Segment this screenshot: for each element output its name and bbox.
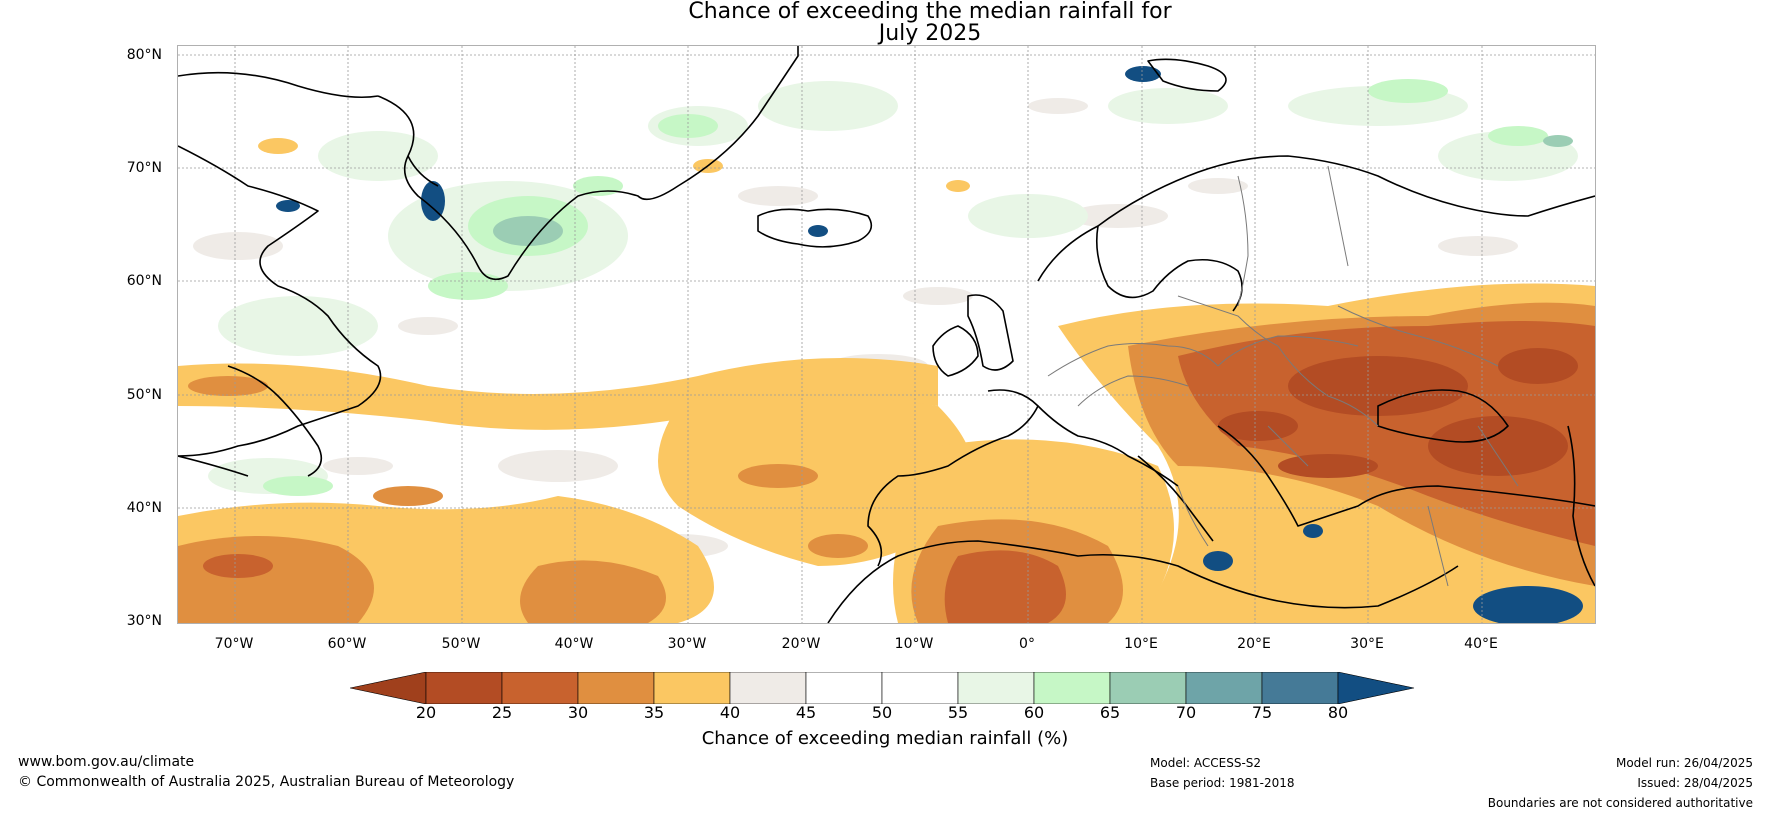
colorbar-tick-25: 25 [491,703,513,722]
colorbar-swatch-25-30 [501,672,579,704]
band-above-80-patches [276,66,1583,623]
colorbar-label: Chance of exceeding median rainfall (%) [701,728,1069,749]
colorbar-tick-60: 60 [1023,703,1045,722]
colorbar-swatch-60-65 [1033,672,1111,704]
lon-label-40w: 40°W [554,636,594,652]
colorbar-tick-50: 50 [871,703,893,722]
lon-label-20e: 20°E [1237,636,1271,652]
colorbar-tick-20: 20 [415,703,437,722]
rainfall-outlook-map [177,45,1596,624]
lon-label-20w: 20°W [781,636,821,652]
colorbar-swatch-45-50 [805,672,883,704]
colorbar-tick-70: 70 [1175,703,1197,722]
colorbar-tick-30: 30 [567,703,589,722]
coastlines [178,46,1595,623]
model-name: Model: ACCESS-S2 [1150,756,1262,770]
lon-label-30w: 30°W [667,636,707,652]
colorbar-tick-65: 65 [1099,703,1121,722]
lon-label-30e: 30°E [1350,636,1384,652]
lon-label-10e: 10°E [1124,636,1158,652]
colorbar-swatch-40-45 [729,672,807,704]
lat-label-30n: 30°N [126,613,162,629]
graticule [178,46,1595,623]
band-20-25-patches [1218,348,1578,478]
model-run-date: Model run: 26/04/2025 [1615,756,1753,770]
lat-label-60n: 60°N [126,273,162,289]
website-link[interactable]: www.bom.gov.au/climate [18,754,195,770]
colorbar-tick-55: 55 [947,703,969,722]
map-canvas [178,46,1595,623]
lon-label-50w: 50°W [441,636,481,652]
lon-label-10w: 10°W [894,636,934,652]
base-period: Base period: 1981-2018 [1150,776,1295,790]
colorbar-swatch-30-35 [577,672,655,704]
colorbar-extend-low [350,672,427,704]
boundaries-note: Boundaries are not considered authoritat… [1487,796,1753,810]
colorbar-swatch-55-60 [957,672,1035,704]
issued-date: Issued: 28/04/2025 [1637,776,1753,790]
lon-label-60w: 60°W [327,636,367,652]
colorbar-swatch-50-55 [881,672,959,704]
lon-label-0: 0° [1019,636,1035,652]
lon-label-40e: 40°E [1464,636,1498,652]
lon-label-70w: 70°W [214,636,254,652]
colorbar [350,672,1415,704]
copyright-text: © Commonwealth of Australia 2025, Austra… [18,774,515,790]
colorbar-extend-high [1337,672,1415,704]
colorbar-swatch-70-75 [1185,672,1263,704]
colorbar-tick-45: 45 [795,703,817,722]
country-borders [1047,165,1519,587]
colorbar-swatch-35-40 [653,672,731,704]
lat-label-70n: 70°N [126,160,162,176]
colorbar-swatch-65-70 [1109,672,1187,704]
colorbar-tick-35: 35 [643,703,665,722]
map-title-line1: Chance of exceeding the median rainfall … [688,0,1172,24]
band-25-30-patches [203,321,1595,623]
lat-label-50n: 50°N [126,387,162,403]
colorbar-swatch-20-25 [425,672,503,704]
colorbar-swatch-75-80 [1261,672,1339,704]
lat-label-80n: 80°N [126,47,162,63]
map-title-line2: July 2025 [878,21,982,46]
colorbar-tick-40: 40 [719,703,741,722]
colorbar-tick-75: 75 [1251,703,1273,722]
colorbar-tick-80: 80 [1327,703,1349,722]
lat-label-40n: 40°N [126,500,162,516]
